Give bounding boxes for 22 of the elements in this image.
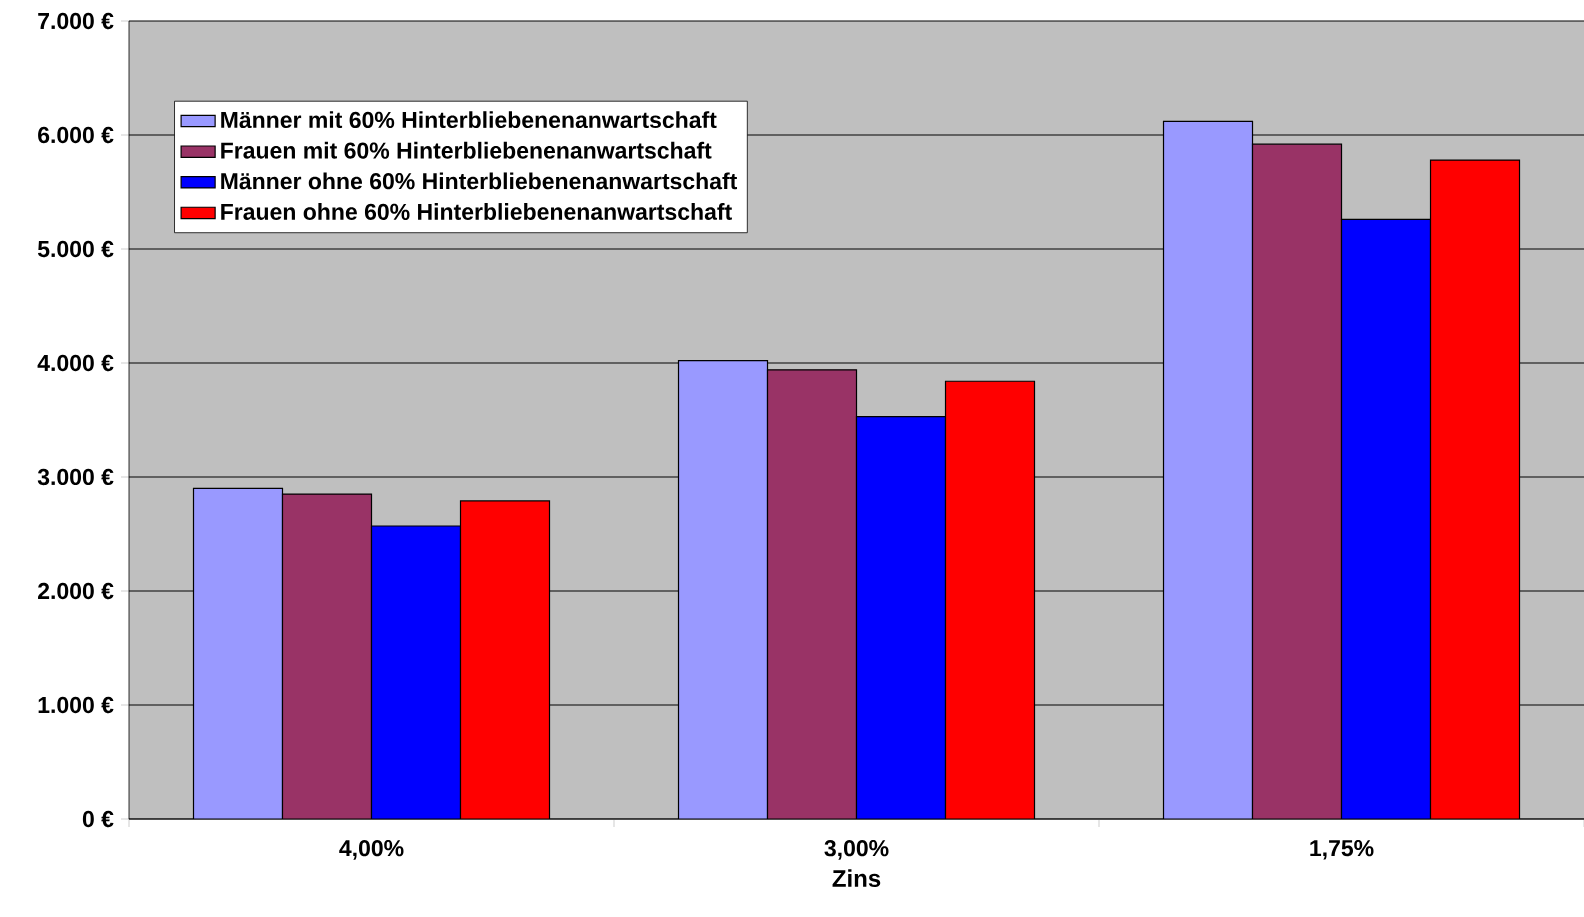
- x-tick-label: 4,00%: [339, 840, 404, 860]
- bar: [944, 380, 1036, 819]
- y-tick-label: 4.000 €: [37, 354, 114, 372]
- legend-label: Frauen ohne 60% Hinterbliebenenanwartschaft: [221, 203, 732, 220]
- bar: [1429, 159, 1521, 819]
- y-tick-label: 2.000 €: [38, 582, 114, 600]
- bar: [1251, 143, 1343, 819]
- x-axis-title: Zins: [832, 869, 881, 887]
- y-tick-label: 6.000 €: [38, 126, 114, 144]
- y-tick-label: 3.000 €: [37, 468, 114, 486]
- bar: [766, 369, 858, 819]
- y-tick-label: 5.000 €: [37, 240, 114, 258]
- legend-label: Frauen mit 60% Hinterbliebenenanwartschaft: [221, 141, 712, 159]
- x-tick-label: 1,75%: [1310, 840, 1374, 860]
- x-tick-label: 3,00%: [824, 840, 889, 860]
- y-tick-label: 1.000 €: [38, 696, 114, 714]
- bar: [459, 500, 551, 819]
- legend-label: Männer ohne 60% Hinterbliebenenanwartschaft: [221, 172, 738, 190]
- y-tick-label: 7.000 €: [38, 12, 114, 30]
- bar: [281, 493, 373, 819]
- legend-label: Männer mit 60% Hinterbliebenenanwartschaft: [221, 111, 717, 129]
- y-tick-label: 0 €: [82, 810, 114, 828]
